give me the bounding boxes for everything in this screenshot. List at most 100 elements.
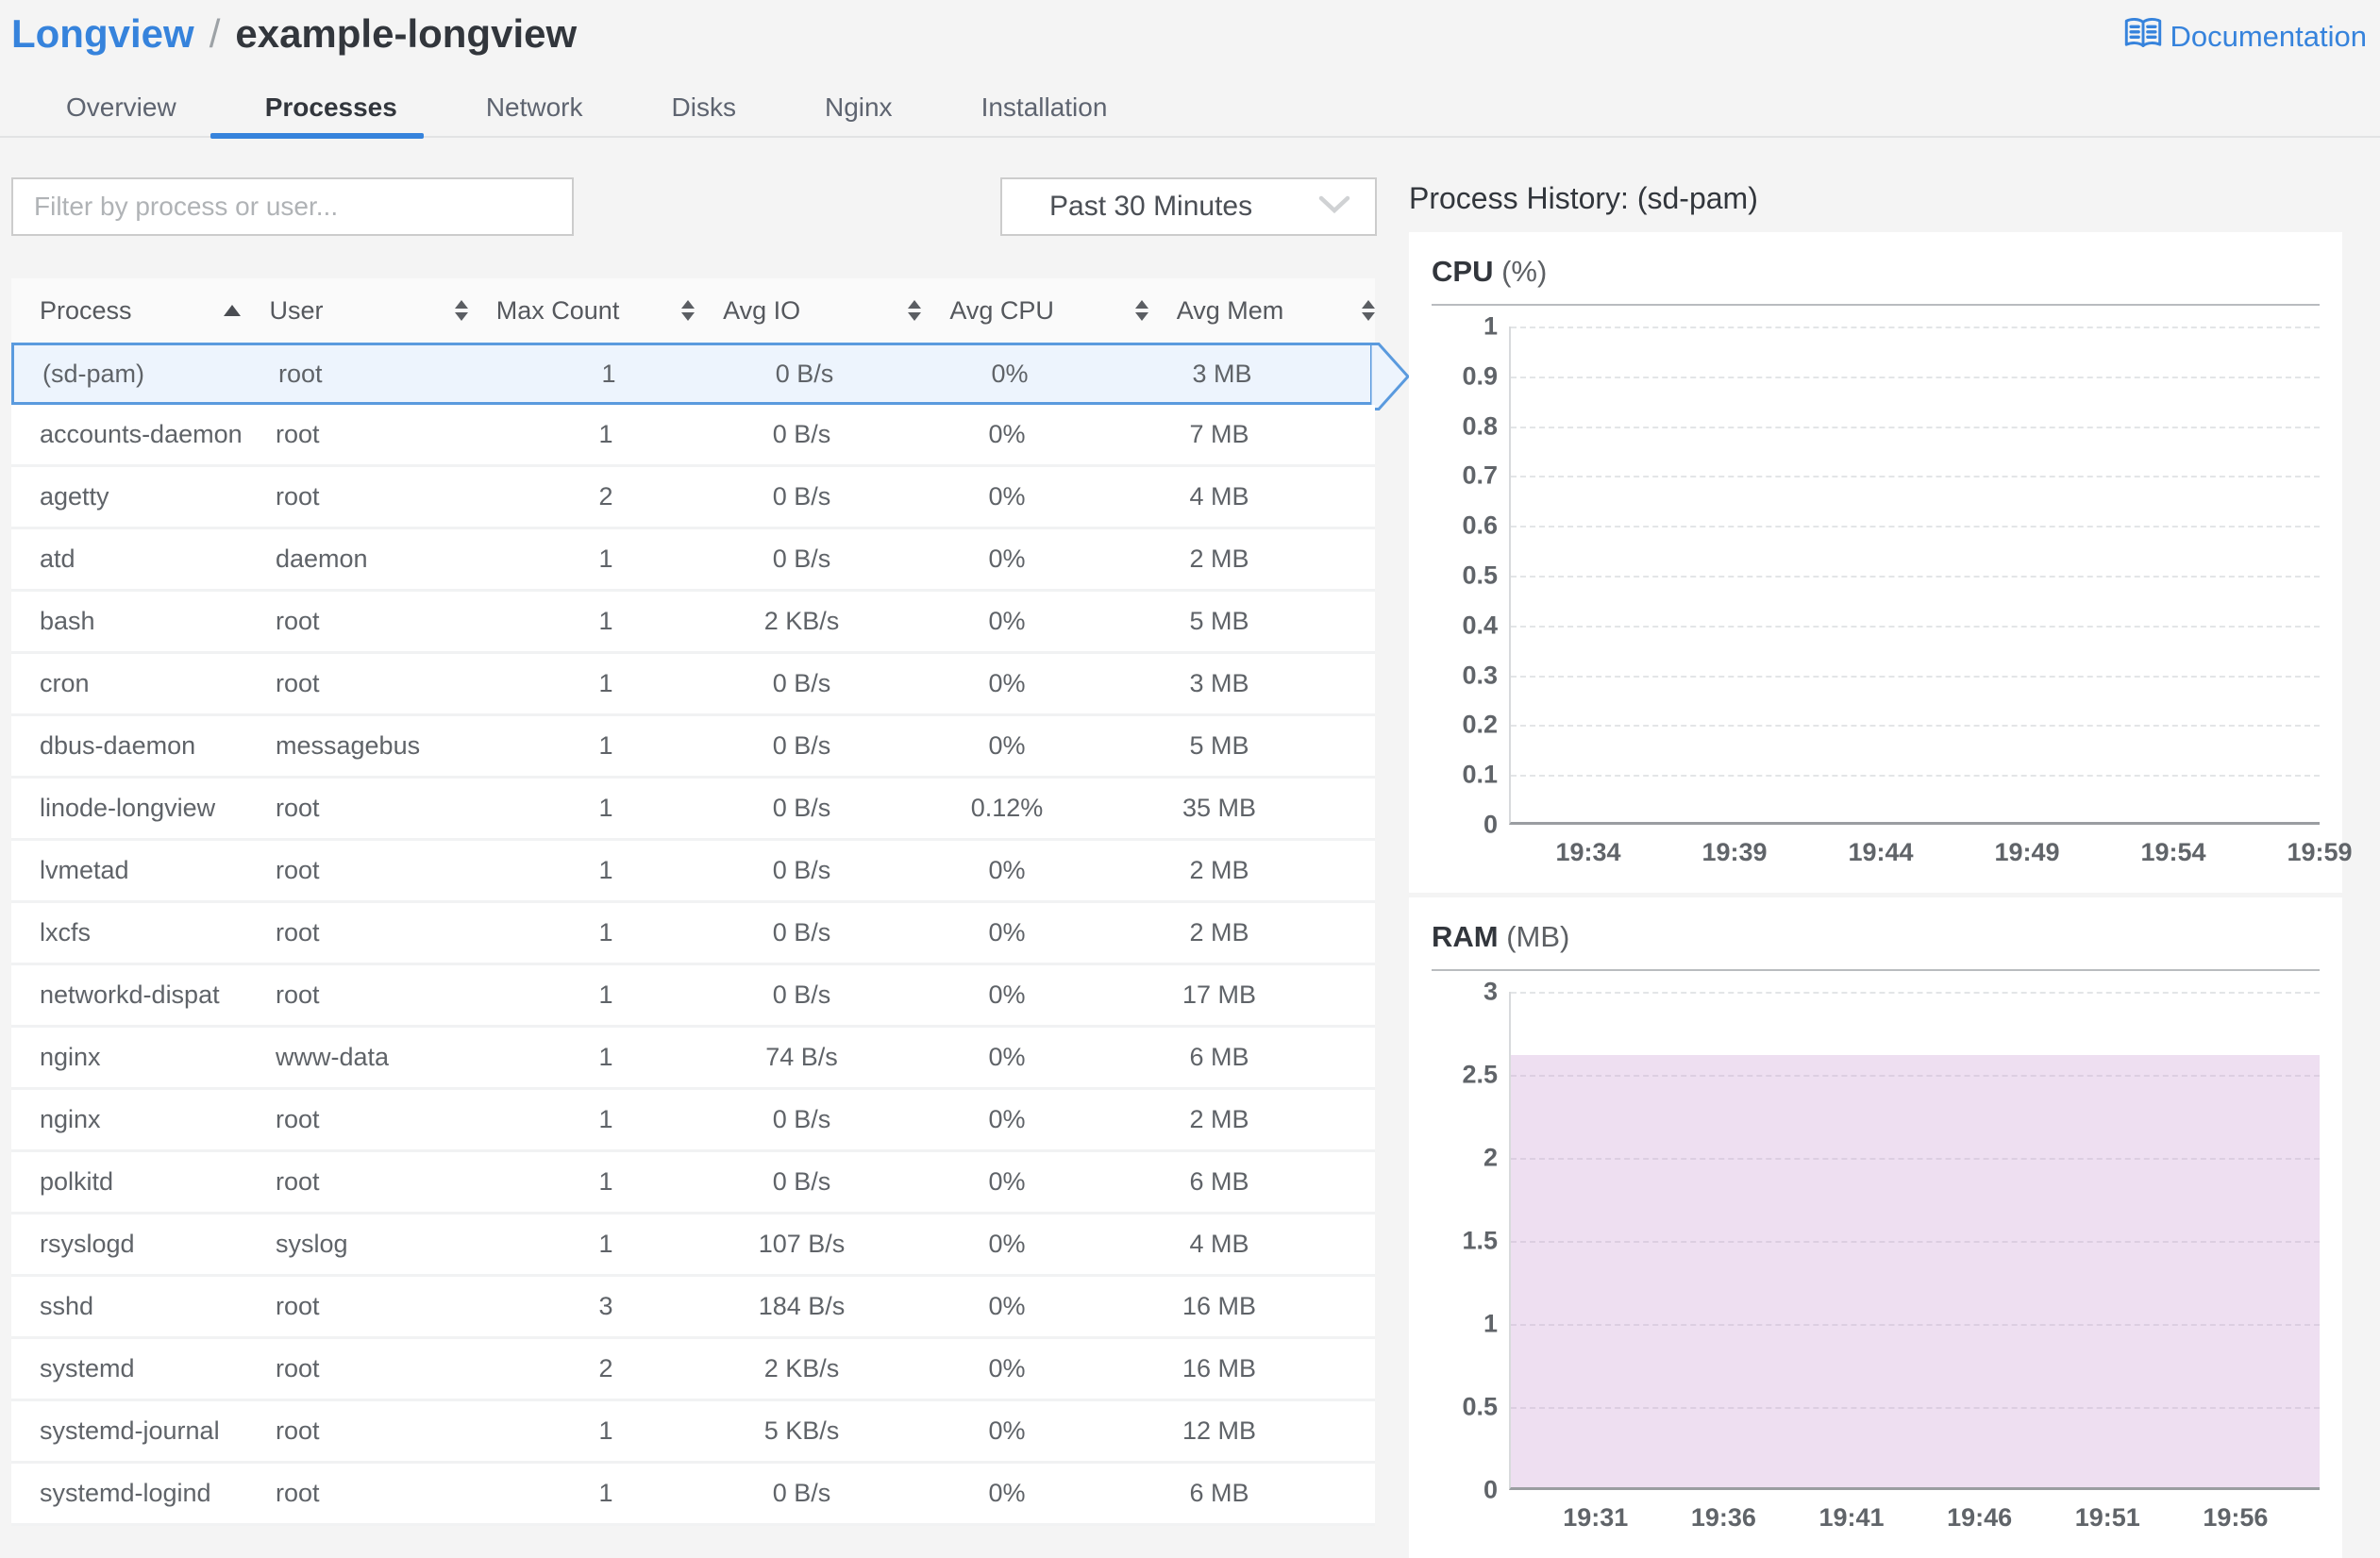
cell-avg-io: 0 B/s (772, 669, 831, 697)
table-row[interactable]: linode-longview root 1 0 B/s 0.12% 35 MB (11, 779, 1375, 841)
documentation-link[interactable]: Documentation (2122, 15, 2367, 59)
gridline (1511, 526, 2320, 528)
process-history-title: Process History: (sd-pam) (1409, 181, 1758, 215)
ram-chart-card: RAM (MB) 3 2.5 2 1.5 1 0.5 0 19:31 19:36 19:41 19… (1409, 897, 2342, 1558)
y-tick-label: 0.1 (1462, 760, 1498, 789)
table-row[interactable]: dbus-daemon messagebus 1 0 B/s 0% 5 MB (11, 716, 1375, 779)
tab[interactable]: Network (485, 92, 583, 122)
process-filter-input[interactable] (11, 177, 574, 236)
cell-avg-io: 0 B/s (775, 359, 834, 388)
cell-process: nginx (40, 1043, 101, 1071)
ram-chart: 3 2.5 2 1.5 1 0.5 0 19:31 19:36 19:41 19:46 19:51 1… (1430, 978, 2320, 1545)
y-tick-label: 1 (1483, 311, 1498, 341)
table-row[interactable]: cron root 1 0 B/s 0% 3 MB (11, 654, 1375, 716)
tab[interactable]: Installation (980, 92, 1108, 122)
cell-avg-mem: 2 MB (1189, 856, 1249, 884)
table-row[interactable]: rsyslogd syslog 1 107 B/s 0% 4 MB (11, 1215, 1375, 1277)
cpu-chart-title: CPU (%) (1432, 255, 1548, 288)
tab[interactable]: Disks (671, 92, 736, 122)
y-tick-label: 0.4 (1462, 611, 1498, 640)
cell-avg-mem: 16 MB (1182, 1292, 1257, 1320)
y-tick-label: 0.8 (1462, 411, 1498, 441)
cell-process: linode-longview (40, 794, 216, 822)
column-header[interactable]: Max Count (468, 296, 696, 326)
table-row[interactable]: systemd root 2 2 KB/s 0% 16 MB (11, 1339, 1375, 1401)
cell-avg-mem: 6 MB (1189, 1479, 1249, 1507)
cell-user: root (276, 794, 320, 822)
top-bar: Longview / example-longview Documentatio… (0, 0, 2380, 85)
cell-user: root (276, 669, 320, 697)
table-row[interactable]: agetty root 2 0 B/s 0% 4 MB (11, 467, 1375, 529)
cell-process: systemd (40, 1354, 135, 1382)
cell-avg-cpu: 0% (988, 420, 1026, 448)
column-header[interactable]: Process (11, 296, 242, 326)
gridline (1511, 675, 2320, 678)
tab-bar: Overview Processes Network Disks Nginx I… (0, 84, 2380, 139)
cell-process: nginx (40, 1105, 101, 1133)
cell-max-count: 1 (598, 544, 613, 573)
cell-user: root (276, 856, 320, 884)
table-row[interactable]: systemd-logind root 1 0 B/s 0% 6 MB (11, 1464, 1375, 1526)
table-row[interactable]: sshd root 3 184 B/s 0% 16 MB (11, 1277, 1375, 1339)
gridline (1511, 576, 2320, 578)
divider (1432, 969, 2320, 971)
cell-avg-mem: 2 MB (1189, 544, 1249, 573)
cell-avg-mem: 6 MB (1189, 1043, 1249, 1071)
column-header[interactable]: Avg Mem (1148, 296, 1376, 326)
page-title: example-longview (235, 11, 578, 56)
time-range-select[interactable]: Past 30 Minutes (1000, 177, 1377, 236)
cpu-x-axis: 19:34 19:39 19:44 19:49 19:54 19:59 (1509, 838, 2352, 880)
cell-avg-io: 0 B/s (772, 482, 831, 511)
cell-max-count: 1 (598, 669, 613, 697)
triangle-up-down-icon (908, 300, 922, 321)
table-row[interactable]: nginx www-data 1 74 B/s 0% 6 MB (11, 1028, 1375, 1090)
table-row[interactable]: polkitd root 1 0 B/s 0% 6 MB (11, 1152, 1375, 1215)
table-row[interactable]: lvmetad root 1 0 B/s 0% 2 MB (11, 841, 1375, 903)
cell-user: syslog (276, 1230, 348, 1258)
cell-avg-cpu: 0% (988, 1230, 1026, 1258)
table-row[interactable]: (sd-pam) root 1 0 B/s 0% 3 MB (11, 343, 1411, 410)
triangle-up-down-icon (1362, 300, 1376, 321)
cell-avg-cpu: 0% (988, 1354, 1026, 1382)
cell-avg-mem: 3 MB (1189, 669, 1249, 697)
cell-user: root (276, 1354, 320, 1382)
cell-user: root (276, 1292, 320, 1320)
column-header[interactable]: Avg CPU (921, 296, 1148, 326)
cell-avg-cpu: 0% (988, 1105, 1026, 1133)
cell-process: lxcfs (40, 918, 91, 947)
selected-row-arrow-icon (1368, 343, 1411, 417)
tab[interactable]: Overview (66, 92, 176, 122)
cell-avg-io: 0 B/s (772, 544, 831, 573)
column-header[interactable]: Avg IO (695, 296, 922, 326)
table-row[interactable]: systemd-journal root 1 5 KB/s 0% 12 MB (11, 1401, 1375, 1464)
table-row[interactable]: lxcfs root 1 0 B/s 0% 2 MB (11, 903, 1375, 965)
x-tick-label: 19:46 (1947, 1503, 2013, 1532)
cell-avg-mem: 5 MB (1189, 731, 1249, 760)
tab[interactable]: Processes (210, 84, 424, 139)
cell-avg-cpu: 0% (988, 1416, 1026, 1445)
cell-max-count: 1 (598, 420, 613, 448)
table-row[interactable]: networkd-dispat root 1 0 B/s 0% 17 MB (11, 965, 1375, 1028)
cell-avg-io: 0 B/s (772, 980, 831, 1009)
breadcrumb-longview-link[interactable]: Longview (11, 11, 194, 56)
cell-avg-cpu: 0% (991, 359, 1029, 388)
x-tick-label: 19:31 (1563, 1503, 1629, 1532)
tab[interactable]: Nginx (824, 92, 893, 122)
cell-avg-io: 0 B/s (772, 794, 831, 822)
cell-avg-cpu: 0% (988, 731, 1026, 760)
table-row[interactable]: nginx root 1 0 B/s 0% 2 MB (11, 1090, 1375, 1152)
table-row[interactable]: accounts-daemon root 1 0 B/s 0% 7 MB (11, 405, 1375, 467)
cell-max-count: 1 (598, 1416, 613, 1445)
cell-max-count: 1 (598, 1230, 613, 1258)
table-row[interactable]: bash root 1 2 KB/s 0% 5 MB (11, 592, 1375, 654)
cell-max-count: 1 (598, 607, 613, 635)
table-row[interactable]: atd daemon 1 0 B/s 0% 2 MB (11, 529, 1375, 592)
column-header[interactable]: User (241, 296, 468, 326)
x-tick-label: 19:39 (1701, 838, 1768, 866)
y-tick-label: 1.5 (1462, 1226, 1498, 1255)
cell-avg-mem: 5 MB (1189, 607, 1249, 635)
cpu-plot-area (1509, 327, 2320, 825)
x-tick-label: 19:36 (1690, 1503, 1756, 1532)
cell-avg-cpu: 0% (988, 544, 1026, 573)
documentation-label: Documentation (2170, 20, 2367, 53)
